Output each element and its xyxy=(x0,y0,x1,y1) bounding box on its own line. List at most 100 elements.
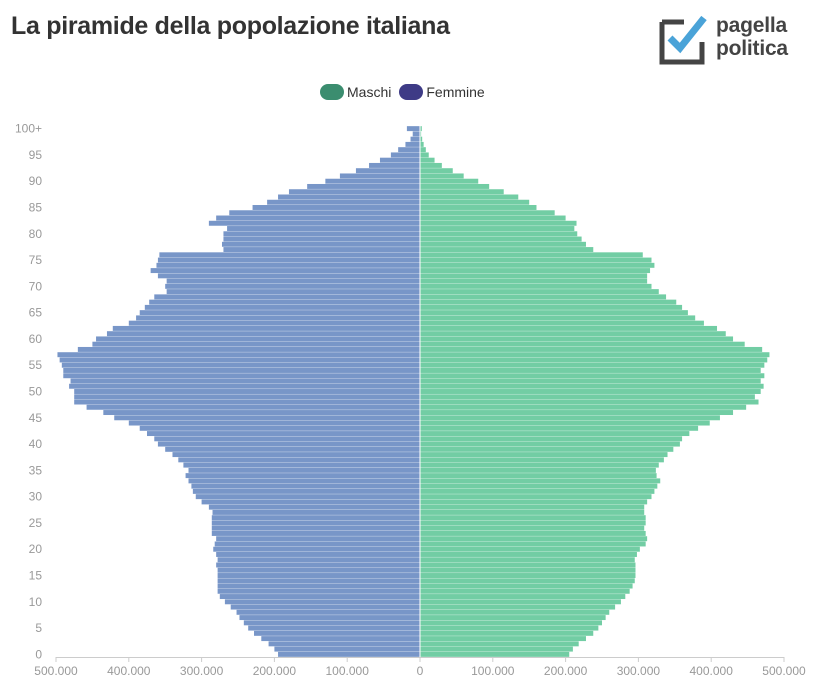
bar-maschi-age-38 xyxy=(420,452,668,458)
bar-maschi-age-14 xyxy=(420,578,635,584)
bar-femmine-age-72 xyxy=(157,273,421,279)
bar-maschi-age-80 xyxy=(420,231,578,237)
bar-femmine-age-99 xyxy=(412,131,420,137)
bar-maschi-age-0 xyxy=(420,651,570,657)
bar-maschi-age-70 xyxy=(420,283,652,289)
bar-maschi-age-2 xyxy=(420,641,579,647)
y-tick-label-50: 50 xyxy=(29,385,43,399)
y-tick-label-90: 90 xyxy=(29,174,43,188)
bar-maschi-age-12 xyxy=(420,588,630,594)
y-tick-label-70: 70 xyxy=(29,279,43,293)
bar-maschi-age-72 xyxy=(420,273,648,279)
y-tick-label-75: 75 xyxy=(29,253,43,267)
bar-maschi-age-1 xyxy=(420,646,573,652)
bar-femmine-age-7 xyxy=(239,615,420,621)
legend-item-femmine[interactable]: Femmine xyxy=(399,84,485,100)
bar-maschi-age-26 xyxy=(420,515,646,521)
x-tick-label-3: 200.000 xyxy=(253,664,297,678)
bar-femmine-age-80 xyxy=(223,231,420,237)
bar-femmine-age-54 xyxy=(63,367,420,373)
bar-maschi-age-43 xyxy=(420,425,699,431)
bar-femmine-age-45 xyxy=(114,415,421,421)
pagella-politica-logo[interactable]: pagella politica xyxy=(656,12,806,66)
bar-femmine-age-65 xyxy=(139,310,420,316)
bar-maschi-age-34 xyxy=(420,473,657,479)
bar-femmine-age-48 xyxy=(74,399,420,405)
x-tick-label-4: 100.000 xyxy=(326,664,370,678)
bar-femmine-age-10 xyxy=(224,599,420,605)
bar-femmine-age-46 xyxy=(103,410,420,416)
bar-femmine-age-83 xyxy=(216,215,420,221)
legend-swatch-maschi xyxy=(320,84,344,100)
x-tick-label-2: 300.000 xyxy=(180,664,224,678)
x-tick-label-7: 200.000 xyxy=(544,664,588,678)
legend-label-femmine: Femmine xyxy=(426,84,485,100)
bar-maschi-age-8 xyxy=(420,609,610,615)
bar-femmine-age-24 xyxy=(211,525,420,531)
bar-maschi-age-74 xyxy=(420,262,655,268)
bar-maschi-age-9 xyxy=(420,604,616,610)
bar-maschi-age-41 xyxy=(420,436,683,442)
bar-femmine-age-89 xyxy=(307,183,420,189)
bar-maschi-age-91 xyxy=(420,173,464,179)
bar-maschi-age-76 xyxy=(420,252,643,258)
bar-femmine-age-25 xyxy=(211,520,420,526)
bar-maschi-age-45 xyxy=(420,415,720,421)
bar-femmine-age-2 xyxy=(268,641,420,647)
bar-maschi-age-23 xyxy=(420,530,646,536)
bar-femmine-age-56 xyxy=(59,357,420,363)
y-tick-label-5: 5 xyxy=(35,621,42,635)
y-tick-label-80: 80 xyxy=(29,227,43,241)
bar-femmine-age-1 xyxy=(274,646,420,652)
bar-maschi-age-7 xyxy=(420,615,606,621)
y-tick-label-60: 60 xyxy=(29,332,43,346)
x-tick-label-6: 100.000 xyxy=(471,664,515,678)
bar-femmine-age-75 xyxy=(157,257,421,263)
bar-maschi-age-35 xyxy=(420,467,656,473)
bar-maschi-age-48 xyxy=(420,399,759,405)
checkbox-logo-icon xyxy=(659,15,707,65)
bar-maschi-age-83 xyxy=(420,215,566,221)
bar-maschi-age-87 xyxy=(420,194,519,200)
bar-femmine-age-40 xyxy=(157,441,421,447)
y-tick-label-15: 15 xyxy=(29,569,43,583)
bar-maschi-age-94 xyxy=(420,157,435,163)
bar-femmine-age-55 xyxy=(61,362,420,368)
y-tick-label-35: 35 xyxy=(29,463,43,477)
bar-maschi-age-77 xyxy=(420,247,594,253)
y-tick-label-95: 95 xyxy=(29,148,43,162)
bar-femmine-age-36 xyxy=(183,462,420,468)
bar-maschi-age-46 xyxy=(420,410,734,416)
bar-femmine-age-76 xyxy=(159,252,420,258)
bar-femmine-age-14 xyxy=(217,578,420,584)
bar-maschi-age-100 xyxy=(420,126,422,132)
bar-femmine-age-92 xyxy=(355,168,420,174)
y-tick-label-55: 55 xyxy=(29,358,43,372)
bar-maschi-age-17 xyxy=(420,562,636,568)
bar-maschi-age-21 xyxy=(420,541,646,547)
x-tick-label-10: 500.000 xyxy=(762,664,806,678)
bar-maschi-age-5 xyxy=(420,625,599,631)
bar-maschi-age-50 xyxy=(420,389,761,394)
logo-line-1: pagella xyxy=(716,14,787,37)
bar-maschi-age-62 xyxy=(420,325,718,331)
x-tick-label-8: 300.000 xyxy=(617,664,661,678)
bar-maschi-age-44 xyxy=(420,420,710,426)
bar-femmine-age-69 xyxy=(166,289,420,295)
bar-maschi-age-75 xyxy=(420,257,652,263)
bar-femmine-age-22 xyxy=(216,536,420,542)
bar-maschi-age-39 xyxy=(420,446,674,452)
bar-femmine-age-77 xyxy=(223,247,420,253)
bar-maschi-age-33 xyxy=(420,478,661,484)
bar-maschi-age-71 xyxy=(420,278,648,284)
bar-maschi-age-3 xyxy=(420,636,586,642)
bar-femmine-age-21 xyxy=(214,541,420,547)
legend-item-maschi[interactable]: Maschi xyxy=(320,84,391,100)
bar-femmine-age-13 xyxy=(217,583,420,589)
bar-femmine-age-49 xyxy=(74,394,420,400)
bar-femmine-age-66 xyxy=(144,304,421,310)
bar-femmine-age-74 xyxy=(156,262,421,268)
bar-maschi-age-37 xyxy=(420,457,664,463)
bar-maschi-age-82 xyxy=(420,220,577,226)
